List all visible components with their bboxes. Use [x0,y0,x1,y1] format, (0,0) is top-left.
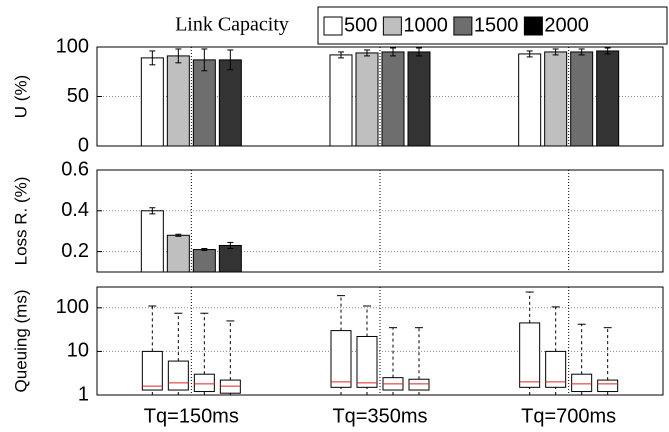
box [545,350,567,388]
bar [166,234,190,273]
legend-swatch [453,16,473,36]
legend-label: 500 [344,14,377,36]
legend-swatch [523,16,543,36]
bar [218,59,242,147]
y-tick-label: 100 [56,35,89,57]
y-tick-label: 0.2 [61,240,89,262]
bar [407,51,431,147]
legend-label: 1000 [403,14,448,36]
box [141,350,163,391]
bar [355,52,379,147]
y-tick-label: 0.4 [61,199,89,221]
plot-frame [96,169,664,273]
bar [381,51,405,147]
box [167,360,189,391]
bar [218,244,242,273]
legend-label: 2000 [544,14,589,36]
box [571,373,593,393]
legend-label: 1500 [474,14,519,36]
y-tick-label: 1 [78,383,89,405]
plot-frame [96,46,664,147]
bar [192,59,216,147]
x-tick-label: Tq=700ms [521,405,616,427]
y-tick-label: 50 [67,85,89,107]
legend-frame [317,6,668,45]
bar [140,57,164,147]
bar [166,55,190,147]
y-tick-label: 0.6 [61,158,89,180]
plot-frame [96,286,664,396]
y-tick-label: 0 [78,134,89,156]
x-tick-label: Tq=150ms [144,405,239,427]
bar [518,53,542,147]
box [597,379,619,393]
y-tick-label: 10 [67,340,89,362]
box [519,322,541,388]
bar [192,249,216,273]
box [193,373,215,393]
legend-title: Link Capacity [175,14,289,36]
y-axis-label: Queuing (ms) [11,290,30,393]
y-axis-label: Loss R. (%) [11,177,30,266]
bar [544,51,568,147]
bar [140,210,164,273]
box [219,379,241,394]
box [330,330,352,388]
y-axis-label: U (%) [11,75,30,118]
x-tick-label: Tq=350ms [332,405,427,427]
bar [570,51,594,147]
box [356,335,378,388]
bar [329,54,353,147]
legend-swatch [382,16,402,36]
box [408,378,430,391]
y-tick-label: 100 [56,296,89,318]
bar [596,50,620,147]
legend-swatch [323,16,343,36]
